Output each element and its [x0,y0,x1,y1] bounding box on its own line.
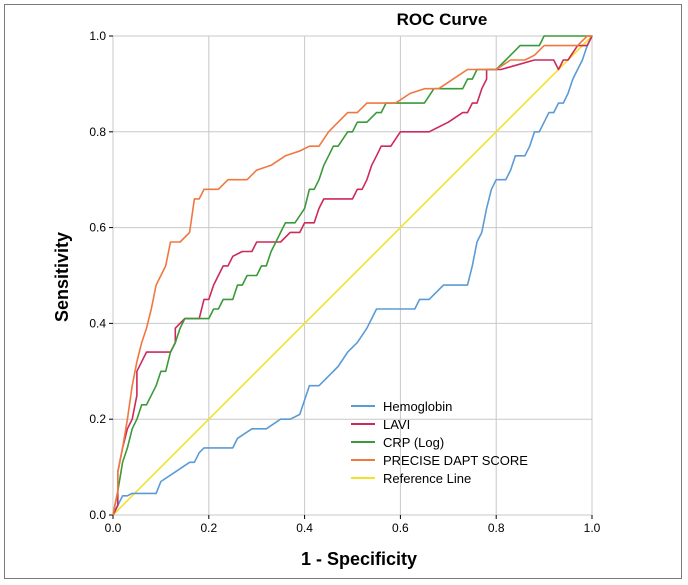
y-axis-label: Sensitivity [52,232,72,322]
y-tick-label: 0.0 [89,508,106,522]
x-tick-label: 0.0 [105,521,122,535]
y-tick-label: 0.4 [89,316,106,330]
legend-label-precise-dapt-score: PRECISE DAPT SCORE [383,453,528,468]
legend-label-lavi: LAVI [383,417,410,432]
x-tick-label: 0.2 [200,521,217,535]
y-tick-label: 1.0 [89,29,106,43]
series-line-precise-dapt-score [112,35,592,516]
y-tick-label: 0.8 [89,125,106,139]
series-layer [112,35,593,516]
roc-chart: 0.0 0.2 0.4 0.6 0.8 1.0 0.0 0.2 0.4 0.6 0.8 1.0 Hem… [52,10,601,569]
x-axis-label: 1 - Specificity [301,549,417,569]
axis-layer: 0.0 0.2 0.4 0.6 0.8 1.0 0.0 0.2 0.4 0.6 0.8 1.0 [89,29,600,535]
series-line-hemoglobin [112,35,593,516]
x-tick-label: 1.0 [584,521,601,535]
series-line-crp-log [112,35,592,516]
chart-title: ROC Curve [397,10,488,29]
y-tick-label: 0.2 [89,412,106,426]
legend-label-crp-log: CRP (Log) [383,435,444,450]
series-line-reference-line [112,35,593,516]
series-line-lavi [112,35,593,516]
x-tick-label: 0.6 [392,521,409,535]
legend: Hemoglobin LAVI CRP (Log) PRECISE DAPT SCOR… [351,399,528,486]
legend-label-reference-line: Reference Line [383,471,471,486]
x-tick-label: 0.8 [488,521,505,535]
y-tick-label: 0.6 [89,221,106,235]
figure-frame: 0.0 0.2 0.4 0.6 0.8 1.0 0.0 0.2 0.4 0.6 0.8 1.0 Hem… [4,4,682,579]
legend-label-hemoglobin: Hemoglobin [383,399,452,414]
x-tick-label: 0.4 [296,521,313,535]
